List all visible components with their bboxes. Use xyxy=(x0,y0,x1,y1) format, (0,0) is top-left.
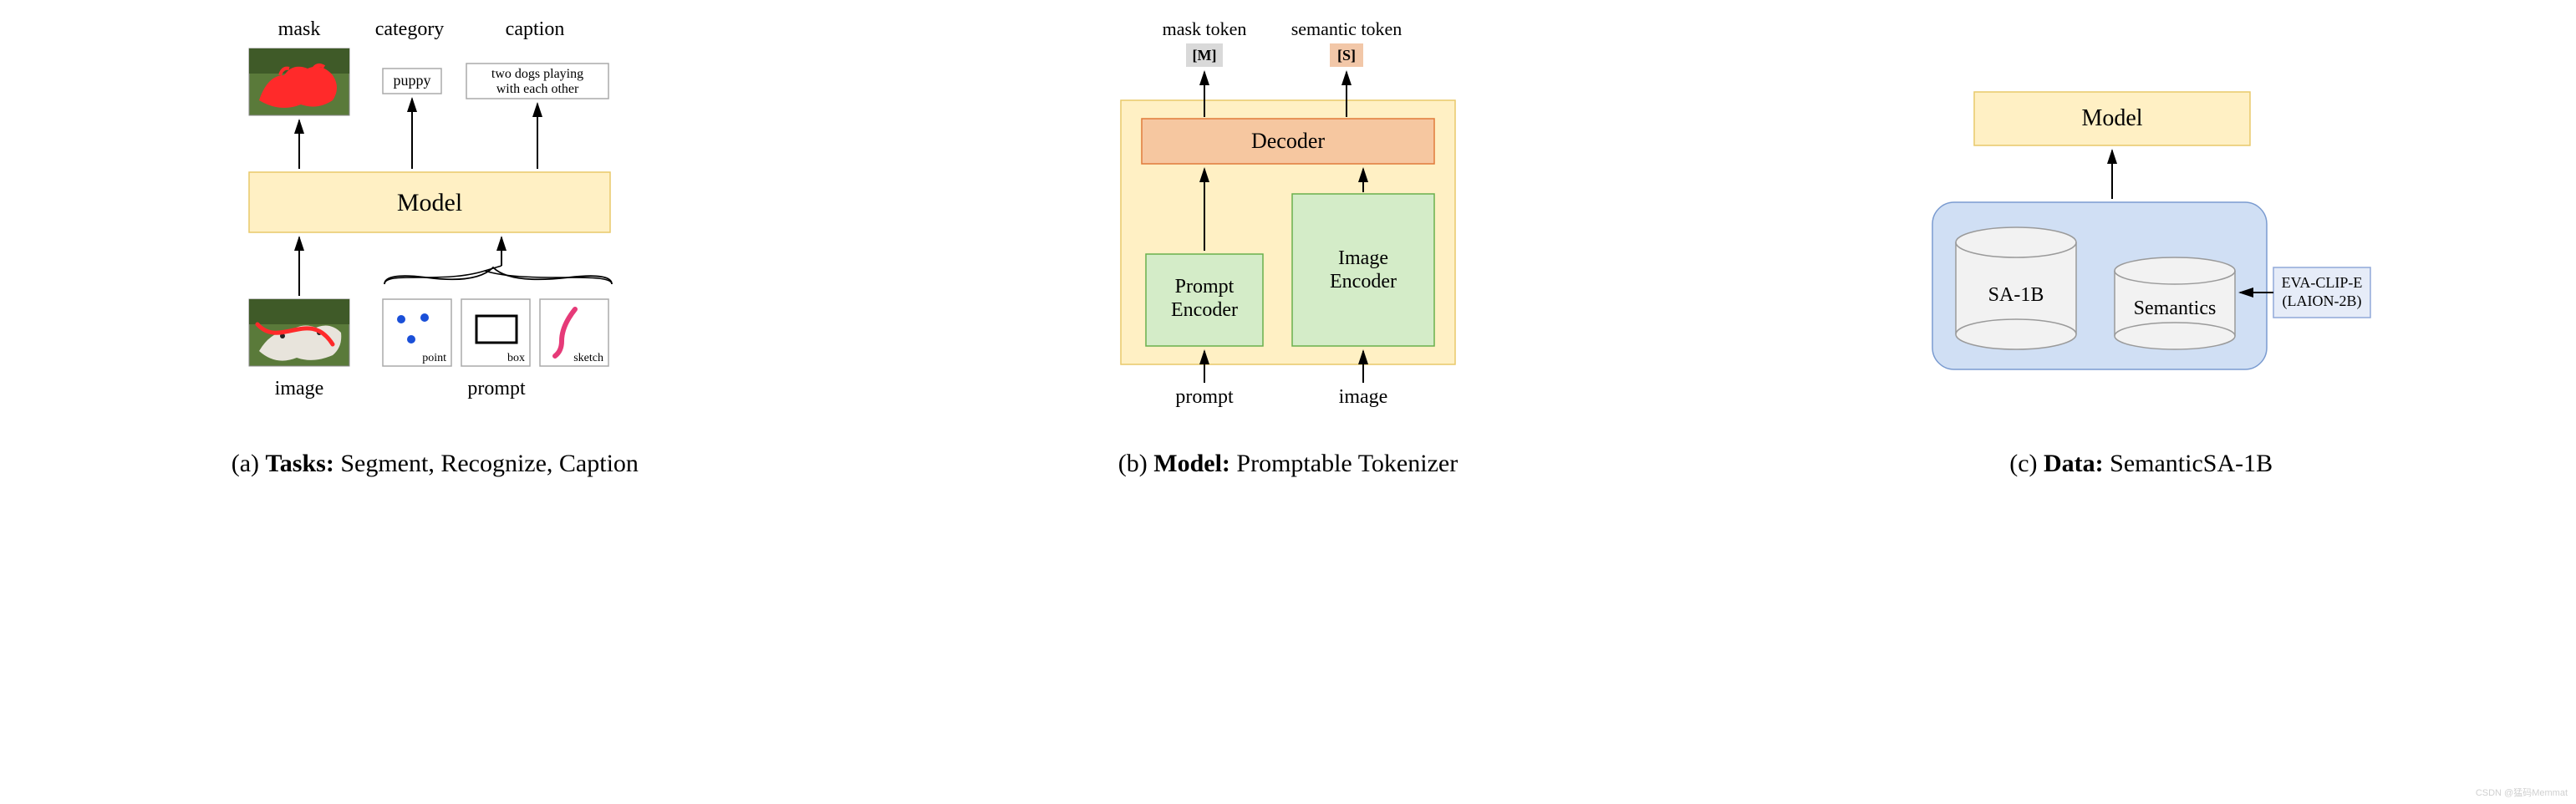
decoder-block: Decoder xyxy=(1142,119,1434,164)
figure-row: mask category caption puppy xyxy=(25,17,2551,478)
category-output-box: puppy xyxy=(383,69,441,94)
watermark: CSDN @猛码Memmat xyxy=(2476,786,2568,799)
label-caption: caption xyxy=(506,18,565,40)
mask-output-thumb xyxy=(249,48,349,115)
semantic-token-text: [S] xyxy=(1337,47,1356,64)
panel-a: mask category caption puppy xyxy=(25,17,845,478)
semantic-token-label: semantic token xyxy=(1291,18,1403,39)
mask-token-box: [M] xyxy=(1186,43,1223,67)
caption-b-rest: Promptable Tokenizer xyxy=(1236,450,1458,477)
caption-a-bold: Tasks: xyxy=(266,450,334,477)
caption-c-bold: Data: xyxy=(2044,450,2104,477)
model-block-c: Model xyxy=(1974,92,2250,145)
caption-output-text-1: two dogs playing xyxy=(491,67,583,81)
model-block-c-label: Model xyxy=(2081,105,2142,131)
image-enc-label-1: Image xyxy=(1338,247,1388,269)
prompt-box-box: box xyxy=(461,299,530,366)
caption-a: (a) Tasks: Segment, Recognize, Caption xyxy=(232,450,639,478)
prompt-sketch-box: sketch xyxy=(540,299,608,366)
label-prompt-b: prompt xyxy=(1175,386,1234,408)
prompt-sketch-label: sketch xyxy=(574,352,604,364)
eva-clip-box: EVA-CLIP-E (LAION-2B) xyxy=(2273,267,2370,318)
panel-b-svg: mask token semantic token [M] [S] xyxy=(878,17,1698,435)
caption-b: (b) Model: Promptable Tokenizer xyxy=(1118,450,1458,478)
label-image-a: image xyxy=(275,378,324,399)
category-output-text: puppy xyxy=(394,72,431,89)
prompt-brace-curve xyxy=(384,267,612,284)
prompt-brace xyxy=(384,266,612,284)
caption-a-letter: (a) xyxy=(232,450,259,477)
image-enc-label-2: Encoder xyxy=(1330,271,1397,293)
prompt-box-label: box xyxy=(507,352,525,364)
cylinder-semantics: Semantics xyxy=(2115,257,2235,349)
cylinder-semantics-label: Semantics xyxy=(2133,298,2216,319)
prompt-enc-label-2: Encoder xyxy=(1171,299,1238,321)
prompt-encoder-block: Prompt Encoder xyxy=(1146,254,1263,346)
model-block-a: Model xyxy=(249,172,610,232)
caption-c-letter: (c) xyxy=(2009,450,2037,477)
prompt-enc-label-1: Prompt xyxy=(1175,276,1235,298)
cylinder-sa1b-label: SA-1B xyxy=(1988,284,2044,306)
input-image-thumb xyxy=(249,299,349,366)
caption-output-text-2: with each other xyxy=(496,82,579,96)
label-category: category xyxy=(375,18,445,40)
caption-b-letter: (b) xyxy=(1118,450,1148,477)
cylinder-sa1b: SA-1B xyxy=(1956,227,2076,349)
caption-a-rest: Segment, Recognize, Caption xyxy=(340,450,639,477)
label-prompt-a: prompt xyxy=(468,378,527,399)
decoder-label: Decoder xyxy=(1251,129,1325,153)
panel-b: mask token semantic token [M] [S] xyxy=(878,17,1698,478)
caption-c-rest: SemanticSA-1B xyxy=(2110,450,2273,477)
prompt-point-label: point xyxy=(423,352,447,364)
caption-c: (c) Data: SemanticSA-1B xyxy=(2009,450,2273,478)
caption-output-box: two dogs playing with each other xyxy=(466,64,608,99)
eva-clip-label-2: (LAION-2B) xyxy=(2282,293,2361,310)
model-block-a-label: Model xyxy=(397,189,462,216)
semantic-token-box: [S] xyxy=(1330,43,1363,67)
caption-b-bold: Model: xyxy=(1153,450,1230,477)
panel-c: Model SA-1B xyxy=(1731,17,2551,478)
label-image-b: image xyxy=(1339,386,1388,408)
panel-c-svg: Model SA-1B xyxy=(1731,17,2551,435)
mask-token-text: [M] xyxy=(1193,47,1217,64)
label-mask: mask xyxy=(278,18,321,40)
mask-token-label: mask token xyxy=(1163,18,1247,39)
image-encoder-block: Image Encoder xyxy=(1292,194,1434,346)
prompt-point-box: point xyxy=(383,299,451,366)
eva-clip-label-1: EVA-CLIP-E xyxy=(2281,274,2362,291)
panel-a-svg: mask category caption puppy xyxy=(25,17,845,435)
